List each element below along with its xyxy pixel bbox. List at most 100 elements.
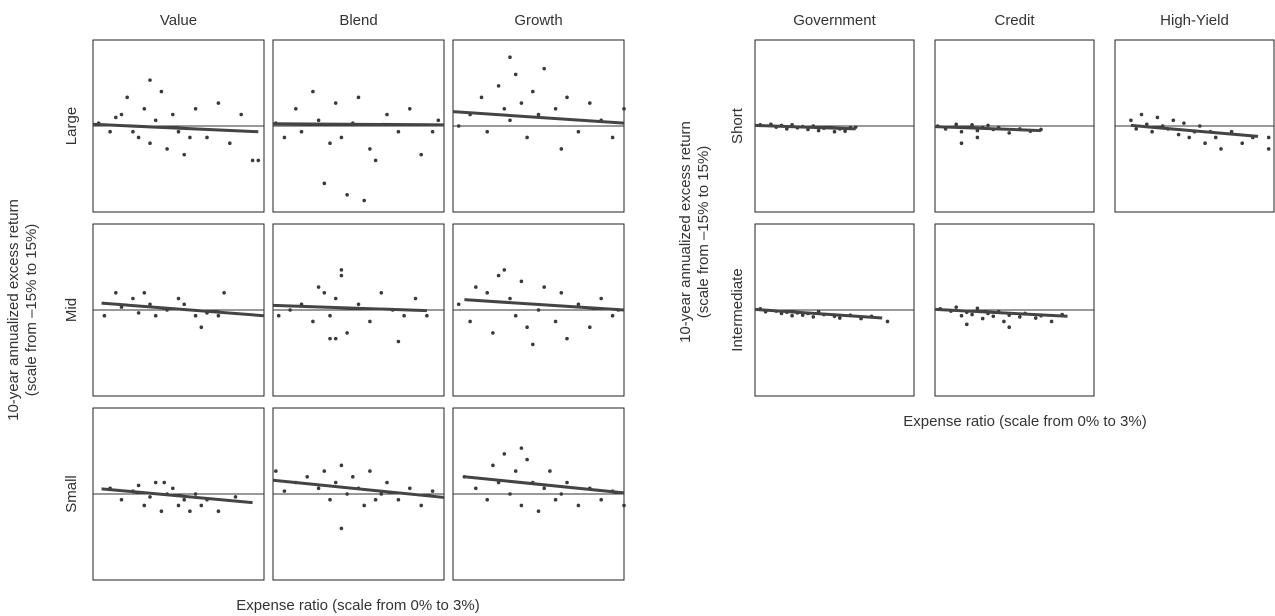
point (188, 509, 192, 513)
point (542, 486, 546, 491)
fit-line (272, 303, 427, 313)
point (282, 489, 287, 493)
point (1266, 135, 1271, 140)
point (800, 313, 805, 317)
point (1240, 141, 1244, 145)
point (373, 158, 378, 163)
point (1155, 115, 1160, 120)
point (1171, 118, 1176, 123)
point (385, 112, 389, 117)
point (986, 123, 990, 128)
point (975, 306, 980, 311)
fit-line (272, 122, 445, 127)
point (396, 497, 401, 502)
point (508, 296, 512, 301)
point (205, 135, 209, 140)
point (588, 101, 592, 105)
x-axis-label: Expense ratio (scale from 0% to 3%) (236, 597, 479, 614)
fit-line (754, 307, 883, 320)
point (182, 497, 186, 502)
point (171, 112, 175, 117)
point (311, 89, 315, 94)
point (508, 55, 512, 59)
point (959, 141, 964, 145)
point (345, 331, 349, 335)
fit-line (934, 125, 1042, 133)
point (368, 147, 372, 151)
row-label: Mid (63, 298, 80, 322)
point (622, 107, 626, 111)
point (576, 503, 581, 508)
point (333, 296, 338, 301)
y-axis-label: 10-year annualized excess return (677, 121, 694, 343)
point (456, 302, 461, 307)
point (1266, 147, 1271, 151)
point (519, 503, 524, 508)
point (599, 296, 603, 301)
point (508, 492, 512, 496)
point (1187, 135, 1191, 140)
point (396, 339, 401, 344)
y-axis-label: 10-year annualized excess return (5, 199, 22, 421)
column-label: Government (793, 12, 876, 29)
point (843, 129, 847, 133)
column-label: Growth (514, 12, 562, 29)
point (162, 480, 167, 485)
point (305, 475, 310, 479)
point (345, 492, 349, 496)
point (980, 316, 985, 321)
fit-line (464, 475, 625, 495)
point (479, 95, 484, 100)
point (408, 486, 412, 491)
point (328, 336, 332, 341)
point (396, 129, 401, 134)
point (811, 315, 816, 319)
point (790, 313, 794, 318)
point (114, 291, 118, 295)
point (339, 268, 344, 272)
point (239, 112, 243, 117)
point (536, 308, 541, 312)
point (385, 480, 389, 485)
point (316, 486, 321, 491)
point (970, 123, 974, 127)
point (559, 492, 564, 496)
fit-line (101, 487, 253, 505)
column-label: Value (160, 12, 197, 29)
point (1198, 124, 1202, 128)
point (474, 486, 478, 491)
row-label: Intermediate (729, 268, 746, 351)
point (502, 107, 507, 111)
point (408, 107, 412, 111)
point (159, 509, 164, 513)
fit-line (934, 307, 1068, 318)
point (816, 128, 821, 133)
point (485, 129, 490, 134)
point (991, 314, 996, 319)
point (216, 313, 221, 318)
point (193, 492, 198, 496)
point (199, 325, 204, 330)
point (176, 296, 181, 301)
point (565, 336, 569, 341)
point (379, 492, 384, 496)
point (131, 129, 135, 134)
point (339, 526, 344, 531)
point (188, 135, 192, 140)
point (322, 291, 327, 295)
point (216, 101, 221, 105)
row-label: Short (729, 107, 746, 144)
fit-line (452, 110, 625, 125)
row-label: Large (63, 107, 80, 145)
point (885, 319, 890, 324)
point (959, 313, 964, 318)
point (513, 72, 518, 77)
fit-line (1130, 123, 1259, 138)
point (965, 322, 969, 327)
point (373, 497, 378, 502)
point (148, 141, 152, 145)
point (176, 129, 181, 134)
point (159, 89, 164, 94)
x-axis-label: Expense ratio (scale from 0% to 3%) (903, 413, 1146, 430)
point (148, 78, 152, 82)
